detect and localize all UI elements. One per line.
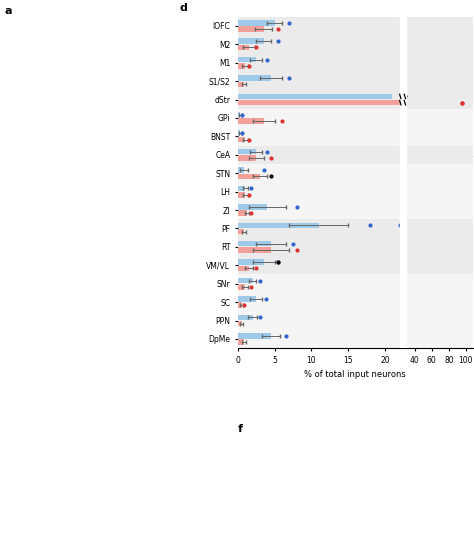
Bar xyxy=(238,185,246,191)
Bar xyxy=(238,311,473,330)
Bar xyxy=(238,296,256,302)
Bar xyxy=(238,247,271,253)
Text: b: b xyxy=(5,213,12,223)
Bar xyxy=(238,204,267,209)
Bar xyxy=(238,57,256,62)
Bar xyxy=(238,302,242,308)
Bar xyxy=(238,293,473,311)
Bar xyxy=(238,219,473,238)
Bar xyxy=(238,145,473,164)
Bar xyxy=(238,38,264,44)
Bar xyxy=(238,241,271,247)
Bar xyxy=(238,201,473,219)
Bar xyxy=(238,63,246,69)
Bar xyxy=(238,223,319,228)
Bar xyxy=(238,330,473,348)
Bar xyxy=(238,109,473,127)
Bar xyxy=(238,278,253,284)
Bar xyxy=(238,90,473,109)
Text: e: e xyxy=(238,334,246,344)
Bar xyxy=(238,26,264,32)
Text: a: a xyxy=(5,6,12,16)
Bar xyxy=(238,17,473,35)
Bar xyxy=(238,137,246,142)
Bar xyxy=(400,17,406,348)
Bar xyxy=(238,155,256,160)
Bar xyxy=(238,118,264,124)
Bar xyxy=(238,75,271,81)
Bar xyxy=(238,53,473,72)
Bar xyxy=(238,238,473,256)
Text: f: f xyxy=(238,424,243,434)
Bar xyxy=(238,321,242,326)
Bar xyxy=(238,183,473,201)
Bar xyxy=(238,174,260,179)
Text: c: c xyxy=(121,213,128,223)
Bar xyxy=(238,266,249,271)
Bar xyxy=(238,112,240,118)
Bar xyxy=(238,167,244,173)
Bar xyxy=(238,275,473,293)
Bar xyxy=(238,45,249,50)
Bar xyxy=(238,339,244,345)
Bar xyxy=(238,229,244,234)
Bar xyxy=(238,192,246,198)
Bar xyxy=(238,127,473,145)
Bar xyxy=(238,72,473,90)
Bar xyxy=(238,164,473,183)
Bar xyxy=(238,149,256,154)
Bar xyxy=(238,284,246,290)
Bar xyxy=(238,100,400,105)
X-axis label: % of total input neurons: % of total input neurons xyxy=(304,370,406,379)
Bar xyxy=(238,333,271,339)
Bar xyxy=(238,20,275,26)
Bar xyxy=(238,315,253,320)
Bar xyxy=(238,81,244,87)
Bar xyxy=(238,211,247,216)
Text: d: d xyxy=(179,3,187,13)
Bar xyxy=(238,260,264,265)
Bar xyxy=(238,130,240,136)
Bar xyxy=(238,35,473,53)
Bar xyxy=(238,94,392,99)
Bar xyxy=(238,256,473,275)
